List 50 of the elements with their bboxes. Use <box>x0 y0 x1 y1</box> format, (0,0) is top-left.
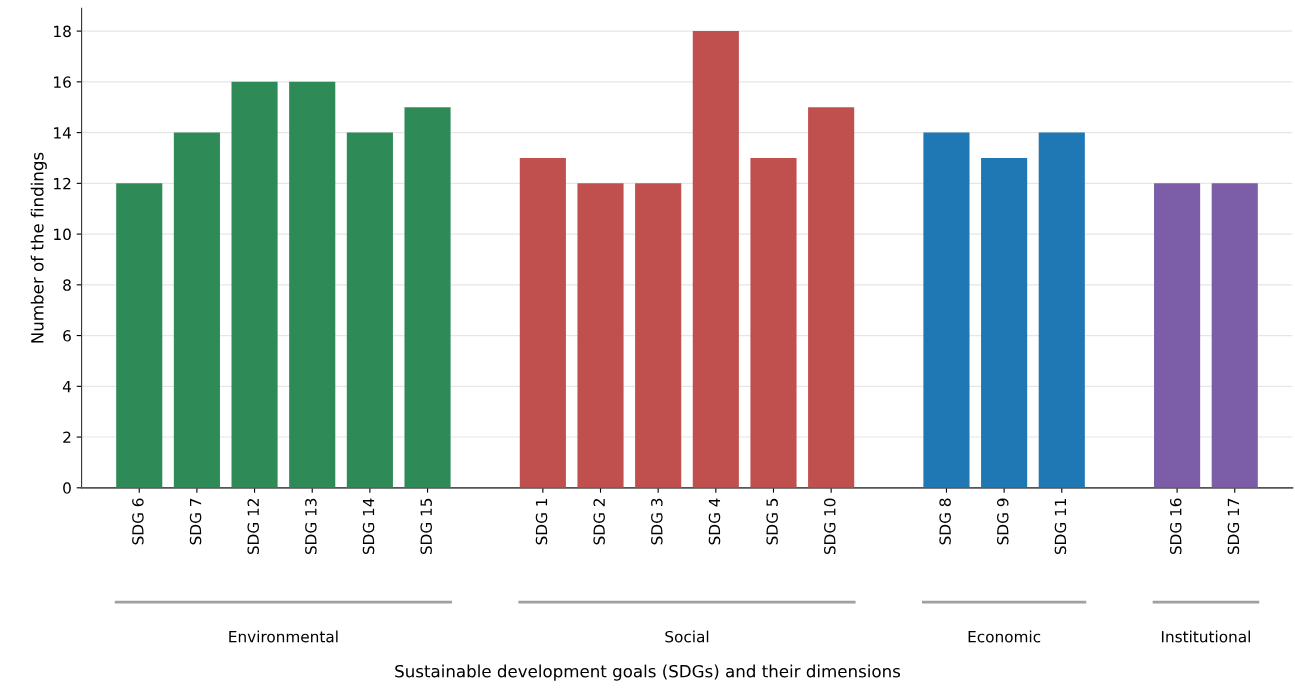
bar <box>231 81 278 488</box>
bar <box>923 132 970 488</box>
text: Institutional <box>1161 630 1250 643</box>
bar <box>289 81 336 488</box>
y-tick-label: 10 <box>54 228 71 241</box>
bar <box>519 157 566 488</box>
bar <box>1154 183 1201 488</box>
bar <box>692 31 739 488</box>
y-tick-label: 2 <box>63 431 71 443</box>
x-tick-label: SDG 5 <box>766 498 778 545</box>
y-tick-label: 0 <box>63 482 71 494</box>
y-tick-label: 12 <box>54 177 71 190</box>
bar <box>116 183 163 488</box>
text: Sustainable development goals (SDGs) and their dimensions <box>395 664 901 681</box>
bar <box>750 157 797 488</box>
x-tick-label: SDG 6 <box>132 498 144 545</box>
x-tick-label: SDG 9 <box>996 498 1009 545</box>
bar <box>635 183 682 488</box>
x-tick-label: SDG 10 <box>824 498 836 555</box>
bar <box>404 107 451 488</box>
text: Environmental <box>229 630 338 643</box>
bar <box>1211 183 1258 488</box>
text: Economic <box>968 630 1041 643</box>
x-tick-label: SDG 17 <box>1227 498 1240 555</box>
y-tick-label: 8 <box>63 279 71 291</box>
x-tick-label: SDG 11 <box>1054 498 1067 555</box>
x-tick-label: SDG 8 <box>939 498 951 545</box>
y-axis-title: Number of the findings <box>30 152 47 343</box>
y-tick-label: 18 <box>54 25 71 38</box>
y-tick-label: 16 <box>54 76 71 88</box>
bar <box>173 132 220 488</box>
x-tick-label: SDG 1 <box>535 498 548 545</box>
bar <box>346 132 393 488</box>
bar <box>1038 132 1085 488</box>
text: Social <box>665 630 709 643</box>
bar <box>808 107 855 488</box>
x-tick-label: SDG 14 <box>362 498 375 555</box>
bar <box>577 183 624 488</box>
x-tick-label: SDG 3 <box>651 498 663 545</box>
y-tick-label: 14 <box>54 127 72 139</box>
x-tick-label: SDG 13 <box>305 498 317 555</box>
x-tick-label: SDG 15 <box>420 498 432 555</box>
x-tick-label: SDG 7 <box>189 498 202 545</box>
x-tick-label: SDG 16 <box>1169 498 1182 555</box>
x-tick-label: SDG 12 <box>247 499 259 555</box>
y-tick-label: 4 <box>62 380 72 393</box>
x-tick-label: SDG 2 <box>593 499 605 545</box>
y-tick-label: 6 <box>63 330 71 342</box>
x-tick-label: SDG 4 <box>708 498 721 545</box>
bar <box>981 157 1028 488</box>
